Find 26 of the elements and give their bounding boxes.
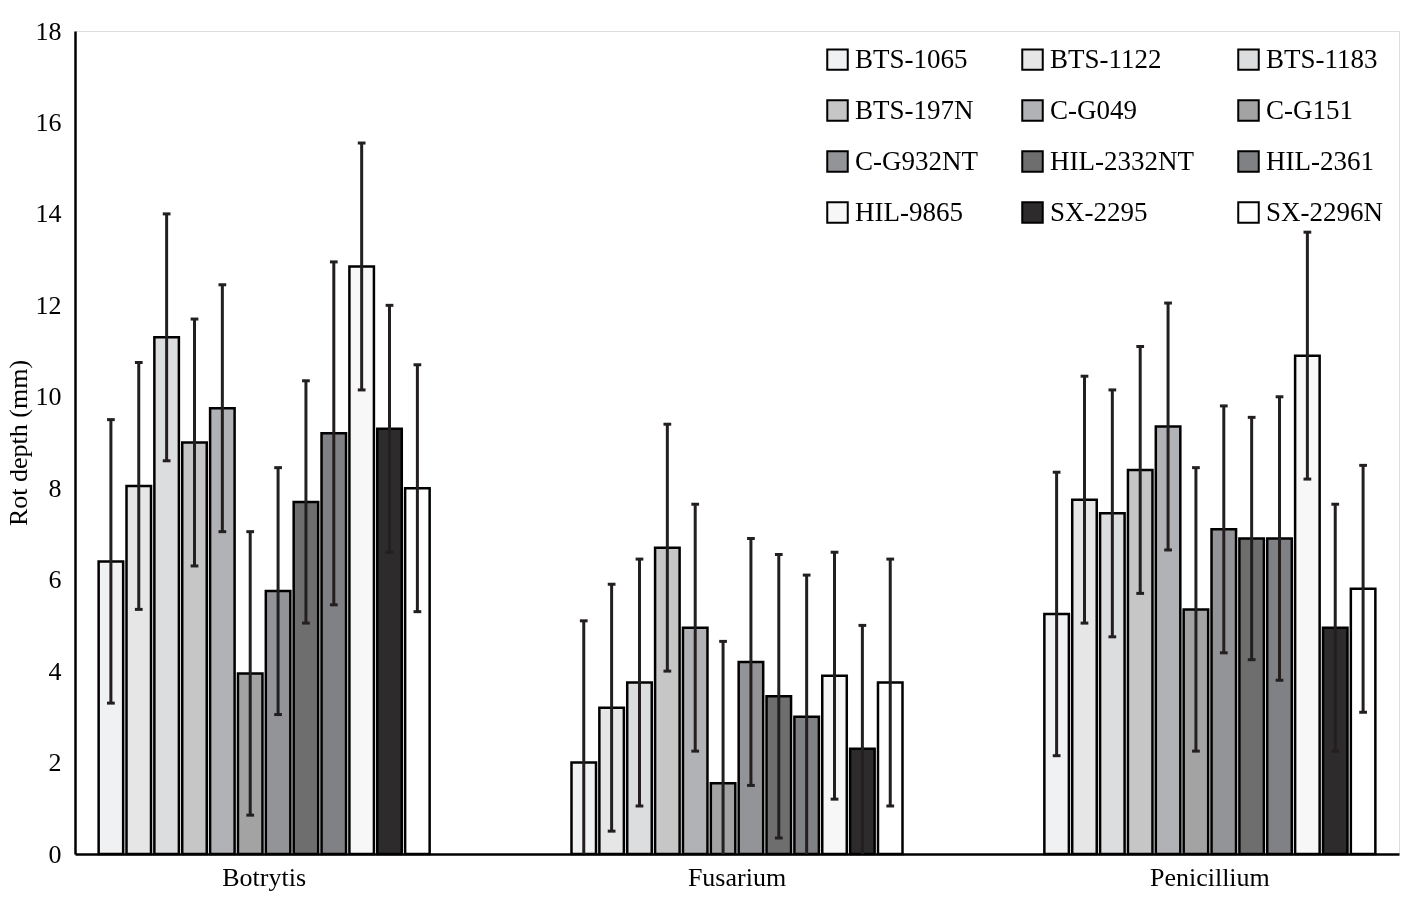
legend-label: HIL-2361 xyxy=(1266,145,1374,176)
legend-label: C-G151 xyxy=(1266,94,1353,125)
legend-label: C-G932NT xyxy=(855,145,979,176)
y-tick-label: 14 xyxy=(35,199,62,229)
legend-label: BTS-1065 xyxy=(855,43,968,74)
y-tick-label: 2 xyxy=(48,748,62,778)
y-tick-label: 16 xyxy=(35,107,62,137)
legend-label: HIL-9865 xyxy=(855,196,963,227)
legend-label: BTS-1183 xyxy=(1266,43,1378,74)
y-tick-label: 10 xyxy=(35,382,62,412)
y-axis-title: Rot depth (mm) xyxy=(3,359,33,527)
legend-label: BTS-1122 xyxy=(1050,43,1162,74)
legend-label: C-G049 xyxy=(1050,94,1137,125)
y-tick-label: 12 xyxy=(35,290,62,320)
x-tick-label: Fusarium xyxy=(687,862,787,892)
y-tick-label: 4 xyxy=(48,656,62,686)
x-tick-label: Botrytis xyxy=(222,862,307,892)
legend-label: BTS-197N xyxy=(855,94,974,125)
legend-label: SX-2295 xyxy=(1050,196,1148,227)
legend-label: SX-2296N xyxy=(1266,196,1384,227)
legend-label: HIL-2332NT xyxy=(1050,145,1195,176)
y-tick-label: 6 xyxy=(48,565,62,595)
y-tick-label: 0 xyxy=(48,839,62,869)
x-tick-label: Penicillium xyxy=(1149,862,1270,892)
y-tick-label: 18 xyxy=(35,16,62,46)
y-tick-label: 8 xyxy=(48,473,62,503)
